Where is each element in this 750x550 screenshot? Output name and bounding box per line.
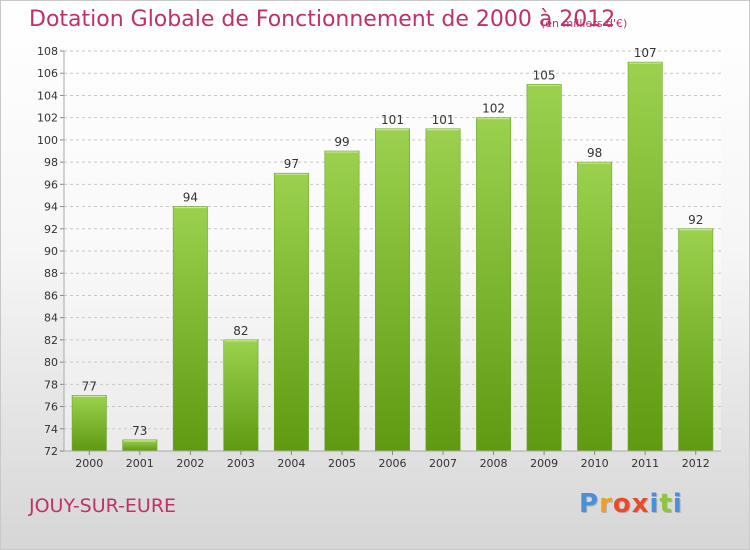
y-tick-label: 82 [44, 334, 58, 347]
data-label: 82 [233, 324, 248, 338]
data-label: 98 [587, 146, 602, 160]
data-label: 102 [482, 102, 505, 116]
proxiti-logo: Proxiti [579, 489, 683, 519]
x-tick-label: 2012 [682, 457, 710, 470]
y-tick-label: 98 [44, 156, 58, 169]
bar [122, 439, 158, 452]
y-tick-label: 104 [37, 89, 58, 102]
y-tick-label: 90 [44, 245, 58, 258]
logo-letter: i [649, 489, 660, 519]
y-tick-label: 94 [44, 201, 58, 214]
bar [425, 128, 461, 452]
x-tick-label: 2000 [75, 457, 103, 470]
bar [577, 161, 613, 452]
bar [172, 206, 208, 452]
x-tick-label: 2007 [429, 457, 457, 470]
bar [324, 150, 360, 452]
data-label: 94 [183, 191, 198, 205]
logo-letter: t [659, 489, 673, 519]
y-tick-label: 72 [44, 445, 58, 458]
x-tick-label: 2002 [176, 457, 204, 470]
data-label: 101 [432, 113, 455, 127]
commune-name: JOUY-SUR-EURE [29, 495, 177, 517]
x-tick-label: 2006 [379, 457, 407, 470]
y-tick-label: 92 [44, 223, 58, 236]
logo-letter: i [672, 489, 683, 519]
y-tick-label: 76 [44, 401, 58, 414]
y-tick-label: 108 [37, 45, 58, 58]
y-tick-label: 74 [44, 423, 58, 436]
logo-letter: x [631, 489, 650, 519]
y-tick-label: 96 [44, 178, 58, 191]
axis-layer: 72 74 76 78 80 82 84 86 88 90 92 94 96 98 100 102 104 106… [37, 45, 721, 470]
x-tick-label: 2011 [631, 457, 659, 470]
bar [476, 117, 512, 452]
x-tick-label: 2004 [277, 457, 305, 470]
y-tick-label: 100 [37, 134, 58, 147]
logo-letter: r [599, 489, 613, 519]
data-label: 101 [381, 113, 404, 127]
x-tick-label: 2003 [227, 457, 255, 470]
data-label: 105 [533, 68, 556, 82]
y-tick-label: 78 [44, 378, 58, 391]
y-tick-label: 84 [44, 312, 58, 325]
logo-letter: P [579, 489, 600, 519]
bar [627, 61, 663, 452]
chart-title: Dotation Globale de Fonctionnement de 20… [29, 7, 616, 32]
logo-letter: o [612, 489, 632, 519]
bar-layer [71, 61, 714, 452]
bar [375, 128, 410, 452]
x-tick-label: 2005 [328, 457, 356, 470]
bar [273, 172, 309, 452]
bar [223, 339, 259, 452]
bar [678, 228, 714, 452]
y-tick-label: 80 [44, 356, 58, 369]
y-tick-label: 106 [37, 67, 58, 80]
bar [71, 395, 107, 452]
x-tick-label: 2008 [480, 457, 508, 470]
chart-unit: (en milliers d'€) [541, 17, 628, 30]
data-label: 99 [334, 135, 349, 149]
y-tick-label: 102 [37, 112, 58, 125]
data-label: 97 [284, 157, 299, 171]
x-tick-label: 2010 [581, 457, 609, 470]
data-label: 92 [688, 213, 703, 227]
bar [526, 84, 562, 452]
data-label: 107 [634, 46, 657, 60]
y-tick-label: 86 [44, 289, 58, 302]
x-tick-label: 2009 [530, 457, 558, 470]
x-tick-label: 2001 [126, 457, 154, 470]
y-tick-label: 88 [44, 267, 58, 280]
data-label: 77 [82, 379, 97, 393]
data-label: 73 [132, 424, 147, 438]
